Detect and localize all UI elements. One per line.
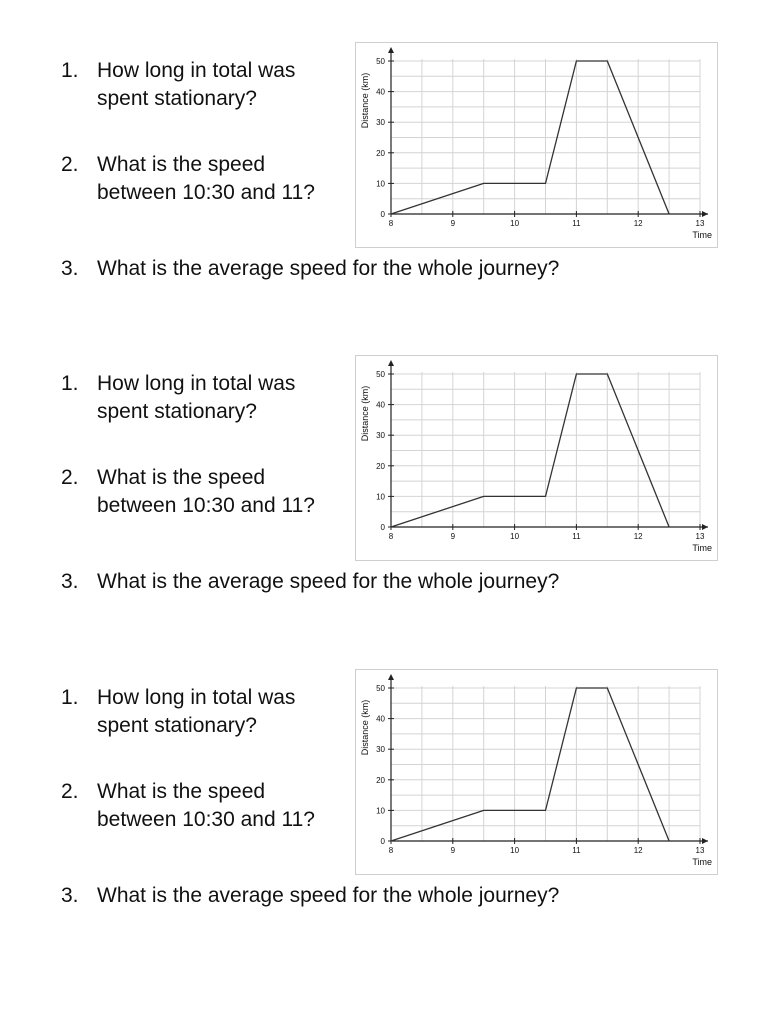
question-text-line-2: between 10:30 and 11? (97, 181, 315, 204)
question-text-line-1: How long in total was (97, 686, 296, 709)
y-tick-label: 40 (376, 88, 385, 97)
y-axis-label: Distance (km) (360, 700, 370, 756)
y-tick-label: 40 (376, 401, 385, 410)
question-number: 1. (61, 372, 79, 395)
y-axis-arrow (388, 360, 394, 366)
question-text-line-1: What is the speed (97, 466, 266, 489)
x-tick-label: 8 (389, 846, 394, 855)
question-text-line-1: What is the average speed for the whole … (97, 257, 560, 280)
x-axis-label: Time (692, 230, 712, 240)
y-tick-label: 10 (376, 806, 385, 815)
question-number: 2. (61, 780, 79, 803)
y-tick-label: 30 (376, 118, 385, 127)
x-tick-label: 13 (696, 532, 705, 541)
x-tick-label: 8 (389, 532, 394, 541)
worksheet-block-2: 1. How long in total was spent stationar… (0, 355, 768, 627)
x-axis-label: Time (692, 543, 712, 553)
distance-time-graph: 8 9 10 11 12 13 0 10 20 30 40 50 Time Distance (km) (355, 42, 718, 248)
question-text-line-2: spent stationary? (97, 714, 257, 737)
series-line (390, 687, 670, 842)
x-axis-arrow (702, 524, 708, 530)
question-text-line-1: What is the speed (97, 153, 266, 176)
x-tick-label: 10 (510, 532, 519, 541)
question-text-line-2: between 10:30 and 11? (97, 808, 315, 831)
y-tick-label: 40 (376, 715, 385, 724)
chart-frame (355, 355, 718, 561)
question-text-line-2: between 10:30 and 11? (97, 494, 315, 517)
y-axis-arrow (388, 47, 394, 53)
x-tick-label: 12 (634, 532, 643, 541)
question-number: 2. (61, 466, 79, 489)
y-tick-label: 0 (381, 523, 386, 532)
y-tick-label: 50 (376, 370, 385, 379)
chart-svg: 8 9 10 11 12 13 0 10 20 30 40 50 Time Distance (km) (355, 669, 718, 875)
y-axis-label: Distance (km) (360, 73, 370, 129)
x-axis-arrow (702, 211, 708, 217)
x-tick-label: 13 (696, 219, 705, 228)
x-tick-label: 10 (510, 846, 519, 855)
worksheet-block-3: 1. How long in total was spent stationar… (0, 669, 768, 941)
y-tick-label: 20 (376, 462, 385, 471)
y-tick-label: 10 (376, 492, 385, 501)
x-tick-label: 12 (634, 219, 643, 228)
y-tick-label: 50 (376, 684, 385, 693)
question-number: 1. (61, 686, 79, 709)
y-tick-label: 20 (376, 776, 385, 785)
x-tick-label: 9 (451, 846, 456, 855)
x-tick-label: 13 (696, 846, 705, 855)
x-tick-label: 10 (510, 219, 519, 228)
chart-frame (355, 669, 718, 875)
x-tick-label: 12 (634, 846, 643, 855)
y-tick-label: 30 (376, 745, 385, 754)
x-tick-label: 9 (451, 219, 456, 228)
question-number: 3. (61, 884, 79, 907)
chart-svg: 8 9 10 11 12 13 0 10 20 30 40 50 Time Distance (km) (355, 42, 718, 248)
chart-frame (355, 42, 718, 248)
y-tick-label: 30 (376, 431, 385, 440)
question-text-line-1: How long in total was (97, 59, 296, 82)
x-tick-label: 9 (451, 532, 456, 541)
x-tick-label: 11 (572, 219, 581, 228)
x-tick-label: 8 (389, 219, 394, 228)
x-axis-arrow (702, 838, 708, 844)
question-number: 2. (61, 153, 79, 176)
question-text-line-1: What is the average speed for the whole … (97, 570, 560, 593)
y-tick-label: 0 (381, 210, 386, 219)
question-text-line-1: What is the speed (97, 780, 266, 803)
chart-svg: 8 9 10 11 12 13 0 10 20 30 40 50 Time Distance (km) (355, 355, 718, 561)
y-tick-label: 50 (376, 57, 385, 66)
question-number: 3. (61, 257, 79, 280)
x-tick-label: 11 (572, 532, 581, 541)
y-tick-label: 10 (376, 179, 385, 188)
y-tick-label: 20 (376, 149, 385, 158)
y-tick-label: 0 (381, 837, 386, 846)
question-text-line-2: spent stationary? (97, 87, 257, 110)
distance-time-graph: 8 9 10 11 12 13 0 10 20 30 40 50 Time Distance (km) (355, 669, 718, 875)
y-axis-label: Distance (km) (360, 386, 370, 442)
question-number: 3. (61, 570, 79, 593)
series-line (390, 373, 670, 528)
worksheet-block-1: 1. How long in total was spent stationar… (0, 42, 768, 314)
x-axis-label: Time (692, 857, 712, 867)
question-text-line-1: How long in total was (97, 372, 296, 395)
y-axis-arrow (388, 674, 394, 680)
question-number: 1. (61, 59, 79, 82)
question-text-line-1: What is the average speed for the whole … (97, 884, 560, 907)
question-text-line-2: spent stationary? (97, 400, 257, 423)
distance-time-graph: 8 9 10 11 12 13 0 10 20 30 40 50 Time Distance (km) (355, 355, 718, 561)
series-line (390, 60, 670, 215)
x-tick-label: 11 (572, 846, 581, 855)
